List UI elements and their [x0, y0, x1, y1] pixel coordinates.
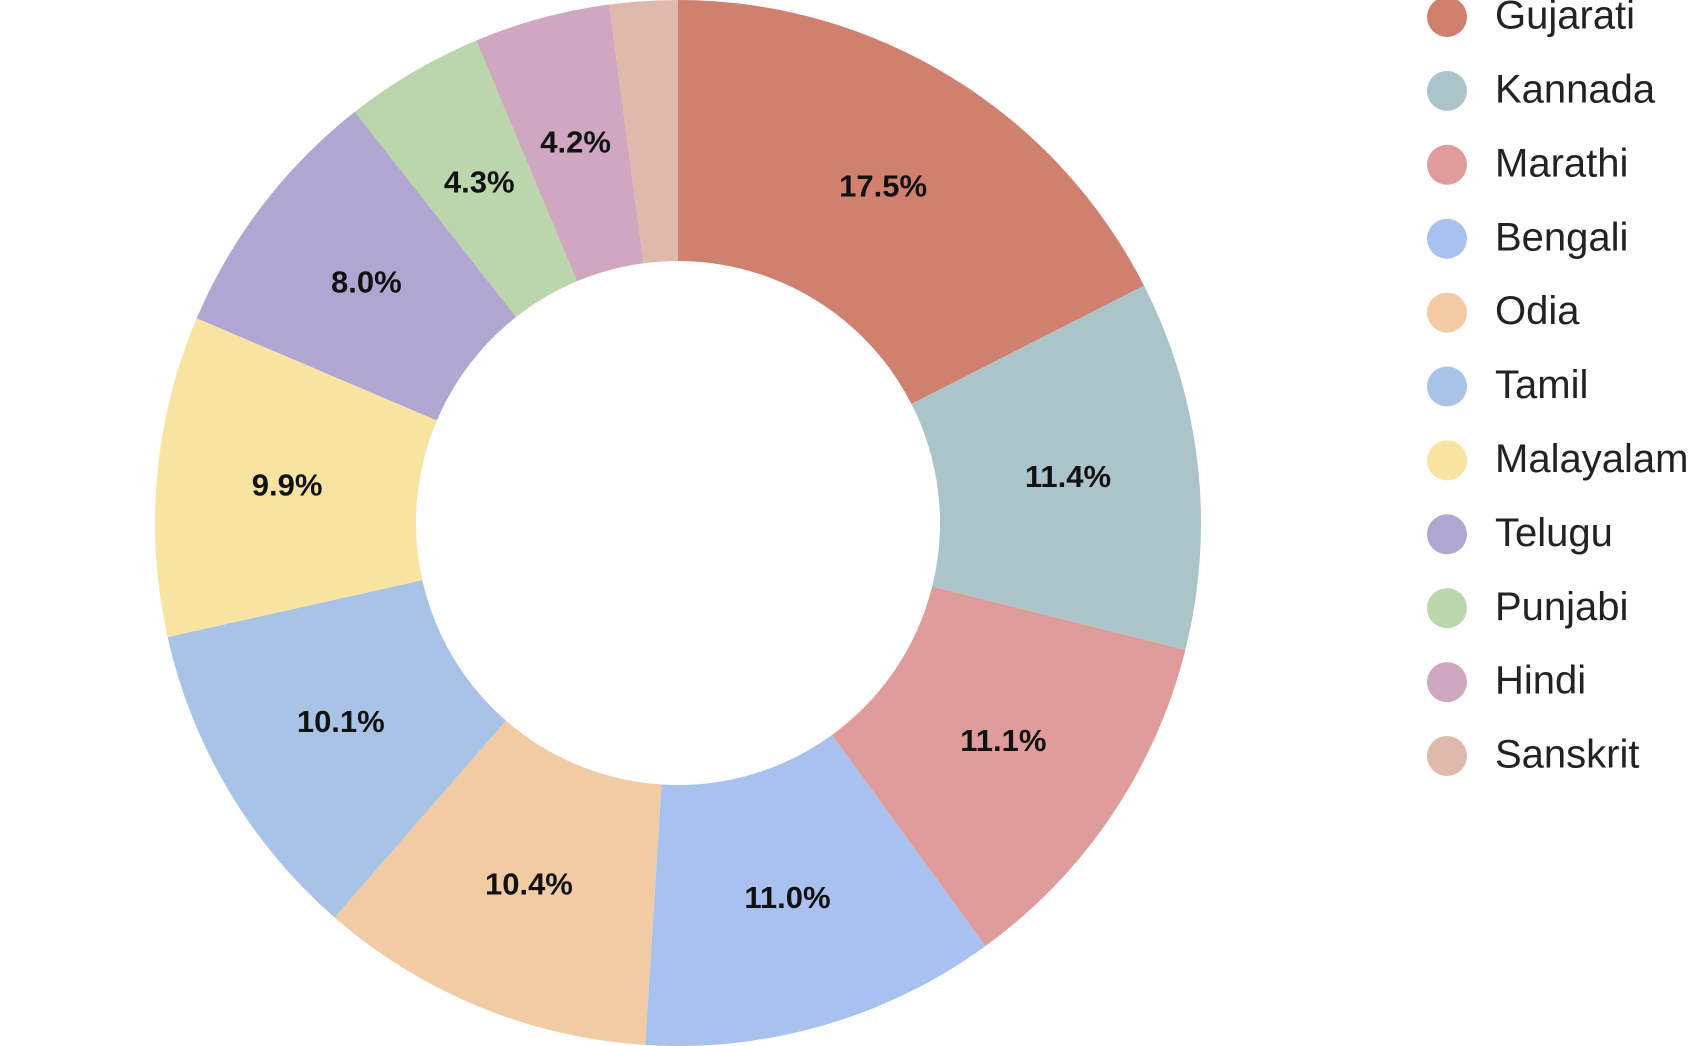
legend-label-hindi: Hindi	[1495, 659, 1586, 703]
slice-label-telugu: 8.0%	[331, 265, 402, 300]
slice-label-tamil: 10.1%	[297, 704, 385, 739]
legend-swatch-tamil	[1427, 366, 1467, 407]
legend-swatch-sanskrit	[1427, 736, 1467, 776]
legend-swatch-gujarati	[1427, 0, 1467, 37]
slice-punjabi	[354, 40, 577, 317]
legend-swatch-odia	[1427, 292, 1467, 333]
slice-label-malayalam: 9.9%	[252, 467, 323, 502]
slice-labels: 17.5% 11.4% 11.1% 11.0% 10.4% 10.1% 9.9% 8.0% 4.…	[252, 124, 1111, 915]
legend-swatch-marathi	[1427, 144, 1467, 185]
legend-label-kannada: Kannada	[1495, 67, 1656, 111]
legend-swatch-malayalam	[1427, 440, 1467, 481]
slice-telugu	[196, 111, 517, 421]
legend-swatch-telugu	[1427, 514, 1467, 555]
legend-swatch-punjabi	[1427, 588, 1467, 629]
legend-label-tamil: Tamil	[1495, 363, 1588, 407]
slice-malayalam	[155, 318, 437, 638]
slice-tamil	[167, 580, 506, 918]
legend-swatch-bengali	[1427, 218, 1467, 259]
slice-label-odia: 10.4%	[485, 866, 573, 901]
slice-marathi	[831, 586, 1186, 947]
legend-label-marathi: Marathi	[1495, 141, 1628, 185]
slice-hindi	[476, 4, 644, 282]
slice-gujarati	[678, 0, 1144, 405]
pie-slices	[155, 0, 1202, 1046]
legend-label-sanskrit: Sanskrit	[1495, 733, 1640, 777]
legend: Gujarati Kannada Marathi Bengali Odia Tamil Ma…	[1427, 0, 1688, 777]
legend-label-odia: Odia	[1495, 289, 1580, 333]
legend-label-gujarati: Gujarati	[1495, 0, 1635, 38]
legend-swatch-kannada	[1427, 70, 1467, 111]
legend-label-malayalam: Malayalam	[1495, 437, 1688, 481]
slice-label-kannada: 11.4%	[1025, 459, 1111, 494]
slice-odia	[334, 720, 662, 1045]
slice-label-marathi: 11.1%	[960, 723, 1046, 758]
legend-swatch-hindi	[1427, 662, 1467, 703]
slice-label-hindi: 4.2%	[540, 124, 611, 159]
legend-label-punjabi: Punjabi	[1495, 585, 1628, 629]
legend-label-bengali: Bengali	[1495, 215, 1628, 259]
slice-label-bengali: 11.0%	[744, 880, 830, 915]
legend-label-telugu: Telugu	[1495, 511, 1613, 555]
slice-label-punjabi: 4.3%	[444, 165, 515, 200]
slice-bengali	[645, 734, 986, 1046]
slice-kannada	[911, 285, 1202, 650]
slice-label-gujarati: 17.5%	[839, 169, 927, 204]
slice-sanskrit	[609, 0, 678, 264]
